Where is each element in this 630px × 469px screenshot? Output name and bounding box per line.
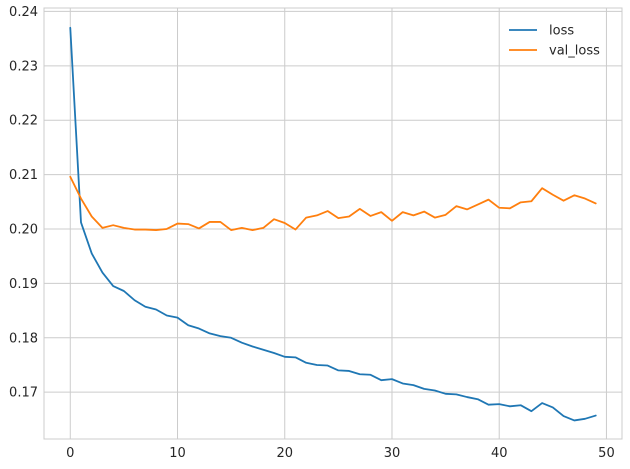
x-tick-label: 10 (169, 446, 186, 461)
legend-label-loss: loss (549, 24, 574, 39)
plot-frame (43, 7, 623, 440)
y-tick-label: 0.24 (9, 5, 38, 20)
x-tick-label: 30 (384, 446, 401, 461)
series-layer (69, 26, 597, 422)
x-tick-label: 0 (66, 446, 74, 461)
x-tick-label: 20 (276, 446, 293, 461)
y-tick-label: 0.20 (9, 222, 38, 237)
grid (44, 8, 622, 439)
x-tick-label: 40 (491, 446, 508, 461)
series-line-val-loss (69, 175, 597, 231)
y-tick-label: 0.19 (9, 277, 38, 292)
tick-labels: 0 10 20 30 40 50 0.17 0.18 0.19 0.20 0.21 0.22 0.23 0… (9, 5, 615, 461)
y-tick-label: 0.23 (9, 59, 38, 74)
legend-label-val-loss: val_loss (549, 44, 600, 59)
y-tick-label: 0.17 (9, 386, 38, 401)
series-line-loss (69, 26, 597, 422)
legend: loss val_loss (509, 24, 600, 59)
y-tick-label: 0.22 (9, 114, 38, 129)
y-tick-label: 0.18 (9, 331, 38, 346)
x-tick-label: 50 (598, 446, 615, 461)
y-tick-label: 0.21 (9, 168, 38, 183)
